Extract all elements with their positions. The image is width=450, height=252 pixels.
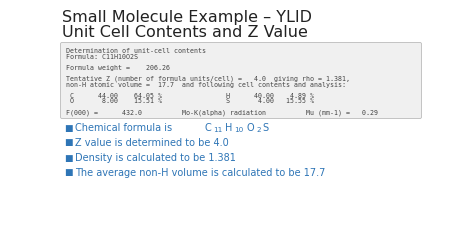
Text: 11: 11 — [213, 127, 222, 133]
Text: ■: ■ — [64, 153, 72, 162]
Text: O: O — [247, 122, 254, 133]
Text: 2: 2 — [256, 127, 261, 133]
Text: Formula weight =    206.26: Formula weight = 206.26 — [66, 65, 170, 71]
Text: The average non-H volume is calculated to be 17.7: The average non-H volume is calculated t… — [75, 167, 325, 177]
Text: C      44.00    64.05 %                H      40.00    4.89 %: C 44.00 64.05 % H 40.00 4.89 % — [66, 92, 314, 98]
FancyBboxPatch shape — [60, 43, 422, 119]
Text: Z value is determined to be 4.0: Z value is determined to be 4.0 — [75, 137, 229, 147]
Text: O       8.00    15.51 %                S       4.00   15.55 %: O 8.00 15.51 % S 4.00 15.55 % — [66, 98, 314, 104]
Text: Tentative Z (number of formula units/cell) =   4.0  giving rho = 1.381,: Tentative Z (number of formula units/cel… — [66, 76, 350, 82]
Text: Unit Cell Contents and Z Value: Unit Cell Contents and Z Value — [62, 25, 308, 40]
Text: C: C — [204, 122, 211, 133]
Text: S: S — [262, 122, 268, 133]
Text: H: H — [225, 122, 232, 133]
Text: Formula: C11H10O2S: Formula: C11H10O2S — [66, 53, 138, 59]
Text: ■: ■ — [64, 138, 72, 147]
Text: ■: ■ — [64, 123, 72, 132]
Text: ■: ■ — [64, 168, 72, 177]
Text: non-H atomic volume =  17.7  and following cell contents and analysis:: non-H atomic volume = 17.7 and following… — [66, 81, 346, 87]
Text: Determination of unit-cell contents: Determination of unit-cell contents — [66, 48, 206, 54]
Text: Density is calculated to be 1.381: Density is calculated to be 1.381 — [75, 152, 236, 162]
Text: 10: 10 — [234, 127, 244, 133]
Text: F(000) =      432.0          Mo-K(alpha) radiation          Mu (mm-1) =   0.29: F(000) = 432.0 Mo-K(alpha) radiation Mu … — [66, 109, 378, 115]
Text: Small Molecule Example – YLID: Small Molecule Example – YLID — [62, 10, 312, 25]
Text: Chemical formula is: Chemical formula is — [75, 122, 175, 133]
